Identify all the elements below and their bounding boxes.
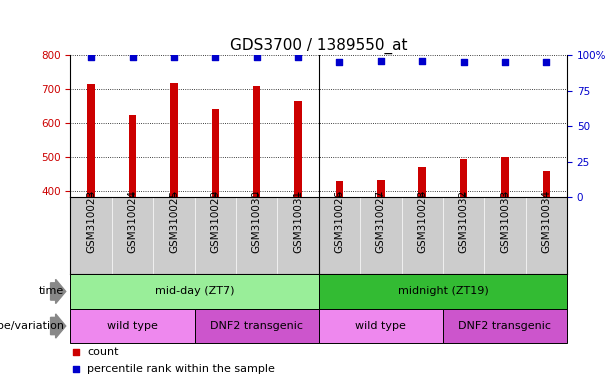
Bar [88,84,95,197]
Point [500,59,510,65]
Title: GDS3700 / 1389550_at: GDS3700 / 1389550_at [230,38,408,54]
Bar [253,86,261,197]
Text: wild type: wild type [107,321,158,331]
Point [293,54,303,60]
Bar [377,180,384,197]
Text: time: time [39,286,64,296]
FancyArrow shape [51,314,66,338]
Point [128,54,137,60]
Bar [460,159,467,197]
Bar [195,309,319,343]
Point [72,366,82,372]
FancyArrow shape [51,280,66,303]
Bar [419,167,426,197]
Bar [129,115,136,197]
Bar [543,171,550,197]
Text: wild type: wild type [356,321,406,331]
Bar [294,101,302,197]
Bar [336,181,343,197]
Text: percentile rank within the sample: percentile rank within the sample [87,364,275,374]
Bar [170,83,178,197]
Bar [70,274,319,309]
Bar [443,309,567,343]
Point [72,349,82,355]
Text: mid-day (ZT7): mid-day (ZT7) [155,286,234,296]
Point [335,59,345,65]
Bar [211,109,219,197]
Point [417,58,427,64]
Text: DNF2 transgenic: DNF2 transgenic [459,321,552,331]
Point [459,59,468,65]
Point [210,54,220,60]
Text: genotype/variation: genotype/variation [0,321,64,331]
Bar [70,309,195,343]
Point [376,58,386,64]
Bar [319,309,443,343]
Point [252,54,262,60]
Point [169,54,179,60]
Bar [319,274,567,309]
Text: count: count [87,347,118,357]
Text: midnight (ZT19): midnight (ZT19) [397,286,489,296]
Point [541,59,551,65]
Bar [501,157,509,197]
Point [86,54,96,60]
Text: DNF2 transgenic: DNF2 transgenic [210,321,303,331]
